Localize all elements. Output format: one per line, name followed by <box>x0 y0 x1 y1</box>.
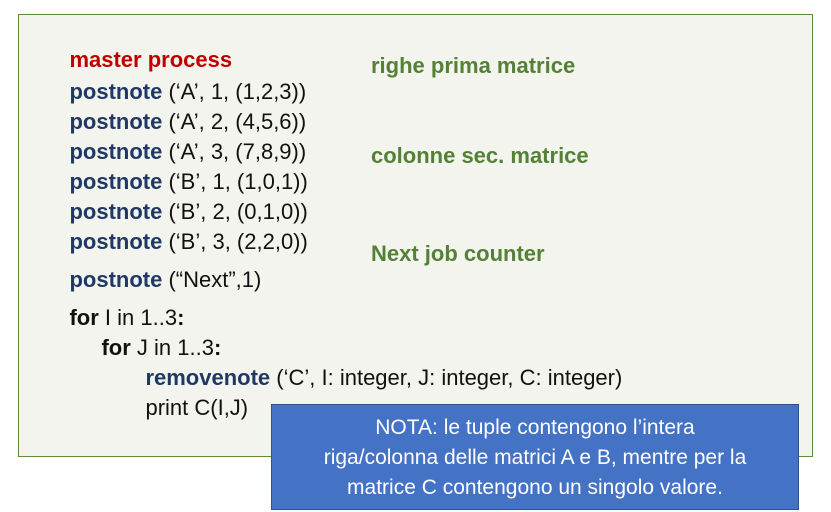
comment-next-job-counter: Next job counter <box>371 241 545 266</box>
code-line-print: print C(I,J) <box>145 395 249 420</box>
note-callout: NOTA: le tuple contengono l’intera riga/… <box>271 404 799 510</box>
code-listing: master process postnote (‘A’, 1, (1,2,3)… <box>18 14 813 457</box>
code-line-postnote-b1: postnote (‘B’, 1, (1,0,1)) <box>69 169 308 194</box>
code-line-postnote-b2: postnote (‘B’, 2, (0,1,0)) <box>69 199 308 224</box>
code-line-postnote-a2: postnote (‘A’, 2, (4,5,6)) <box>69 109 307 134</box>
code-line-postnote-next: postnote (“Next”,1) <box>69 267 262 292</box>
note-line-1: NOTA: le tuple contengono l’intera <box>375 416 695 439</box>
master-process-heading: master process <box>69 47 233 72</box>
comment-rows-first-matrix: righe prima matrice <box>371 53 576 78</box>
comment-cols-second-matrix: colonne sec. matrice <box>371 143 589 168</box>
code-line-for-j: for J in 1..3: <box>101 335 222 360</box>
code-line-removenote: removenote (‘C’, I: integer, J: integer,… <box>145 365 623 390</box>
code-line-postnote-a1: postnote (‘A’, 1, (1,2,3)) <box>69 79 307 104</box>
code-line-for-i: for I in 1..3: <box>69 305 185 330</box>
code-line-postnote-b3: postnote (‘B’, 3, (2,2,0)) <box>69 229 308 254</box>
note-line-3: matrice C contengono un singolo valore. <box>347 476 723 499</box>
code-line-postnote-a3: postnote (‘A’, 3, (7,8,9)) <box>69 139 307 164</box>
note-line-2: riga/colonna delle matrici A e B, mentre… <box>323 446 747 469</box>
